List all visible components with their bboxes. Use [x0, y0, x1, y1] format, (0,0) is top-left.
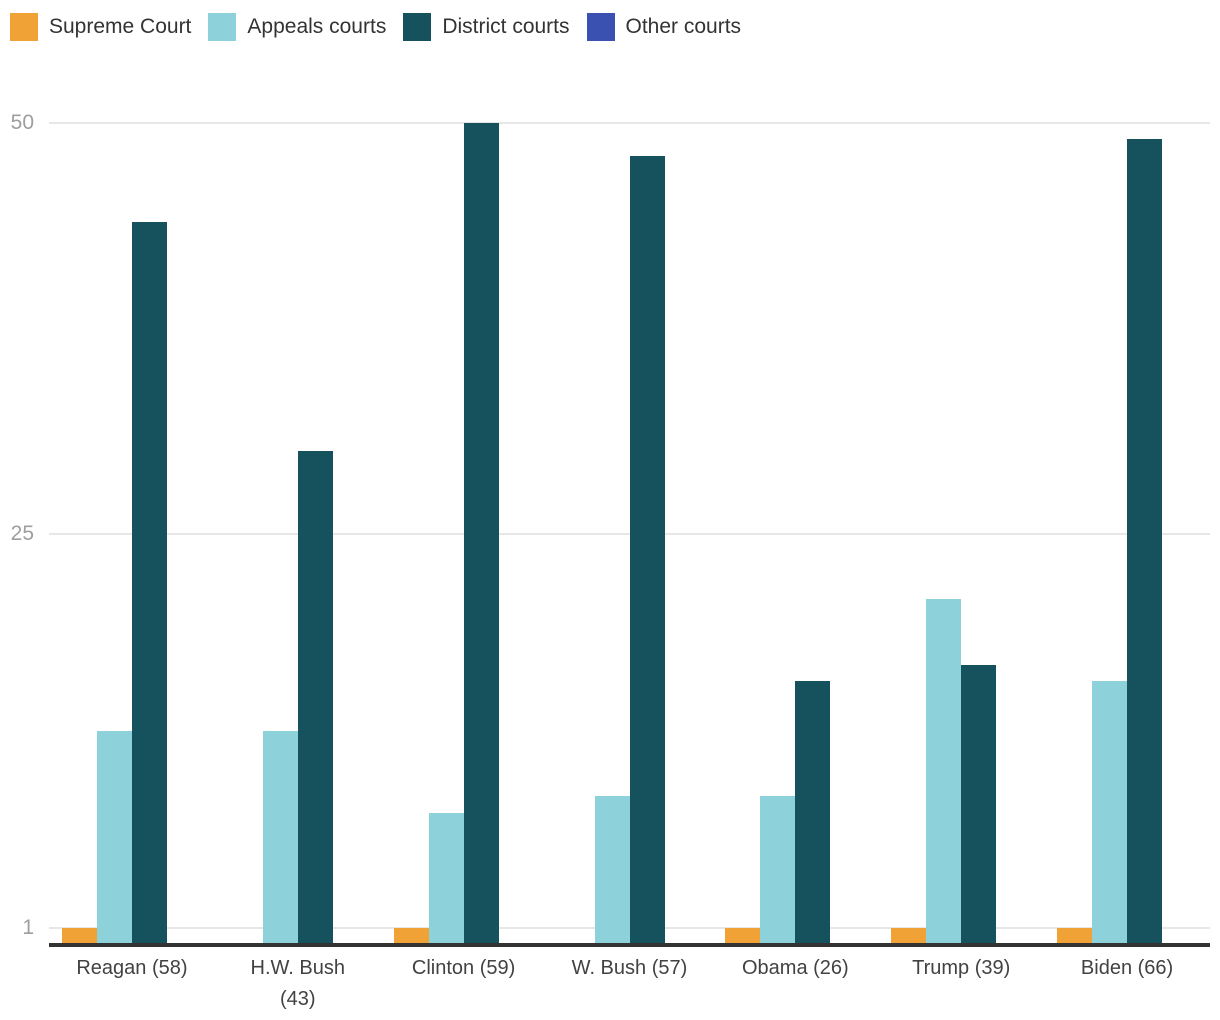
- bar[interactable]: [393, 927, 429, 944]
- bar[interactable]: [760, 796, 796, 944]
- y-axis-tick-label-1: 1: [22, 915, 34, 939]
- bar[interactable]: [428, 812, 464, 944]
- bar[interactable]: [1092, 681, 1128, 944]
- legend-item-supreme-court: Supreme Court: [10, 13, 191, 41]
- legend-swatch-appeals-courts-icon: [208, 13, 237, 41]
- bar[interactable]: [297, 451, 333, 944]
- legend-swatch-other-courts-icon: [586, 13, 615, 41]
- bar[interactable]: [1127, 139, 1163, 944]
- chart-legend: Supreme Court Appeals courts District co…: [10, 13, 741, 41]
- legend-label-appeals-courts: Appeals courts: [247, 15, 387, 38]
- legend-label-other-courts: Other courts: [625, 15, 742, 38]
- legend-label-district-courts: District courts: [442, 15, 570, 38]
- legend-swatch-supreme-court-icon: [10, 13, 38, 41]
- bar[interactable]: [62, 927, 97, 944]
- legend-item-district-courts: District courts: [403, 13, 570, 41]
- x-axis-category-label: Reagan (58): [76, 957, 188, 979]
- bar[interactable]: [725, 927, 761, 944]
- x-axis-category-label: W. Bush (57): [571, 957, 688, 979]
- legend-item-other-courts: Other courts: [586, 13, 742, 41]
- legend-item-appeals-courts: Appeals courts: [208, 13, 386, 41]
- x-axis-category-label: Biden (66): [1080, 957, 1174, 979]
- legend-label-supreme-court: Supreme Court: [49, 15, 192, 38]
- x-axis-category-label: Trump (39): [912, 957, 1011, 979]
- y-axis-tick-label-25: 25: [10, 521, 34, 545]
- x-axis-line: [49, 943, 1210, 947]
- bar[interactable]: [1057, 927, 1093, 944]
- bar[interactable]: [463, 123, 499, 944]
- x-axis-category-label: Obama (26): [741, 957, 849, 979]
- bar[interactable]: [97, 730, 132, 944]
- bar[interactable]: [262, 730, 298, 944]
- x-axis-category-label: Clinton (59): [411, 957, 516, 979]
- bar[interactable]: [132, 221, 167, 944]
- bar[interactable]: [961, 664, 997, 944]
- bar[interactable]: [629, 155, 665, 944]
- bar[interactable]: [795, 681, 831, 944]
- bar[interactable]: [891, 927, 927, 944]
- bar[interactable]: [926, 599, 962, 944]
- bar[interactable]: [594, 796, 630, 944]
- gridline-25: [49, 532, 1210, 535]
- x-axis-category-label: H.W. Bush (43): [250, 957, 345, 1010]
- gridline-50: [49, 122, 1210, 124]
- legend-swatch-district-courts-icon: [403, 13, 432, 41]
- y-axis-tick-label-50: 50: [10, 111, 34, 134]
